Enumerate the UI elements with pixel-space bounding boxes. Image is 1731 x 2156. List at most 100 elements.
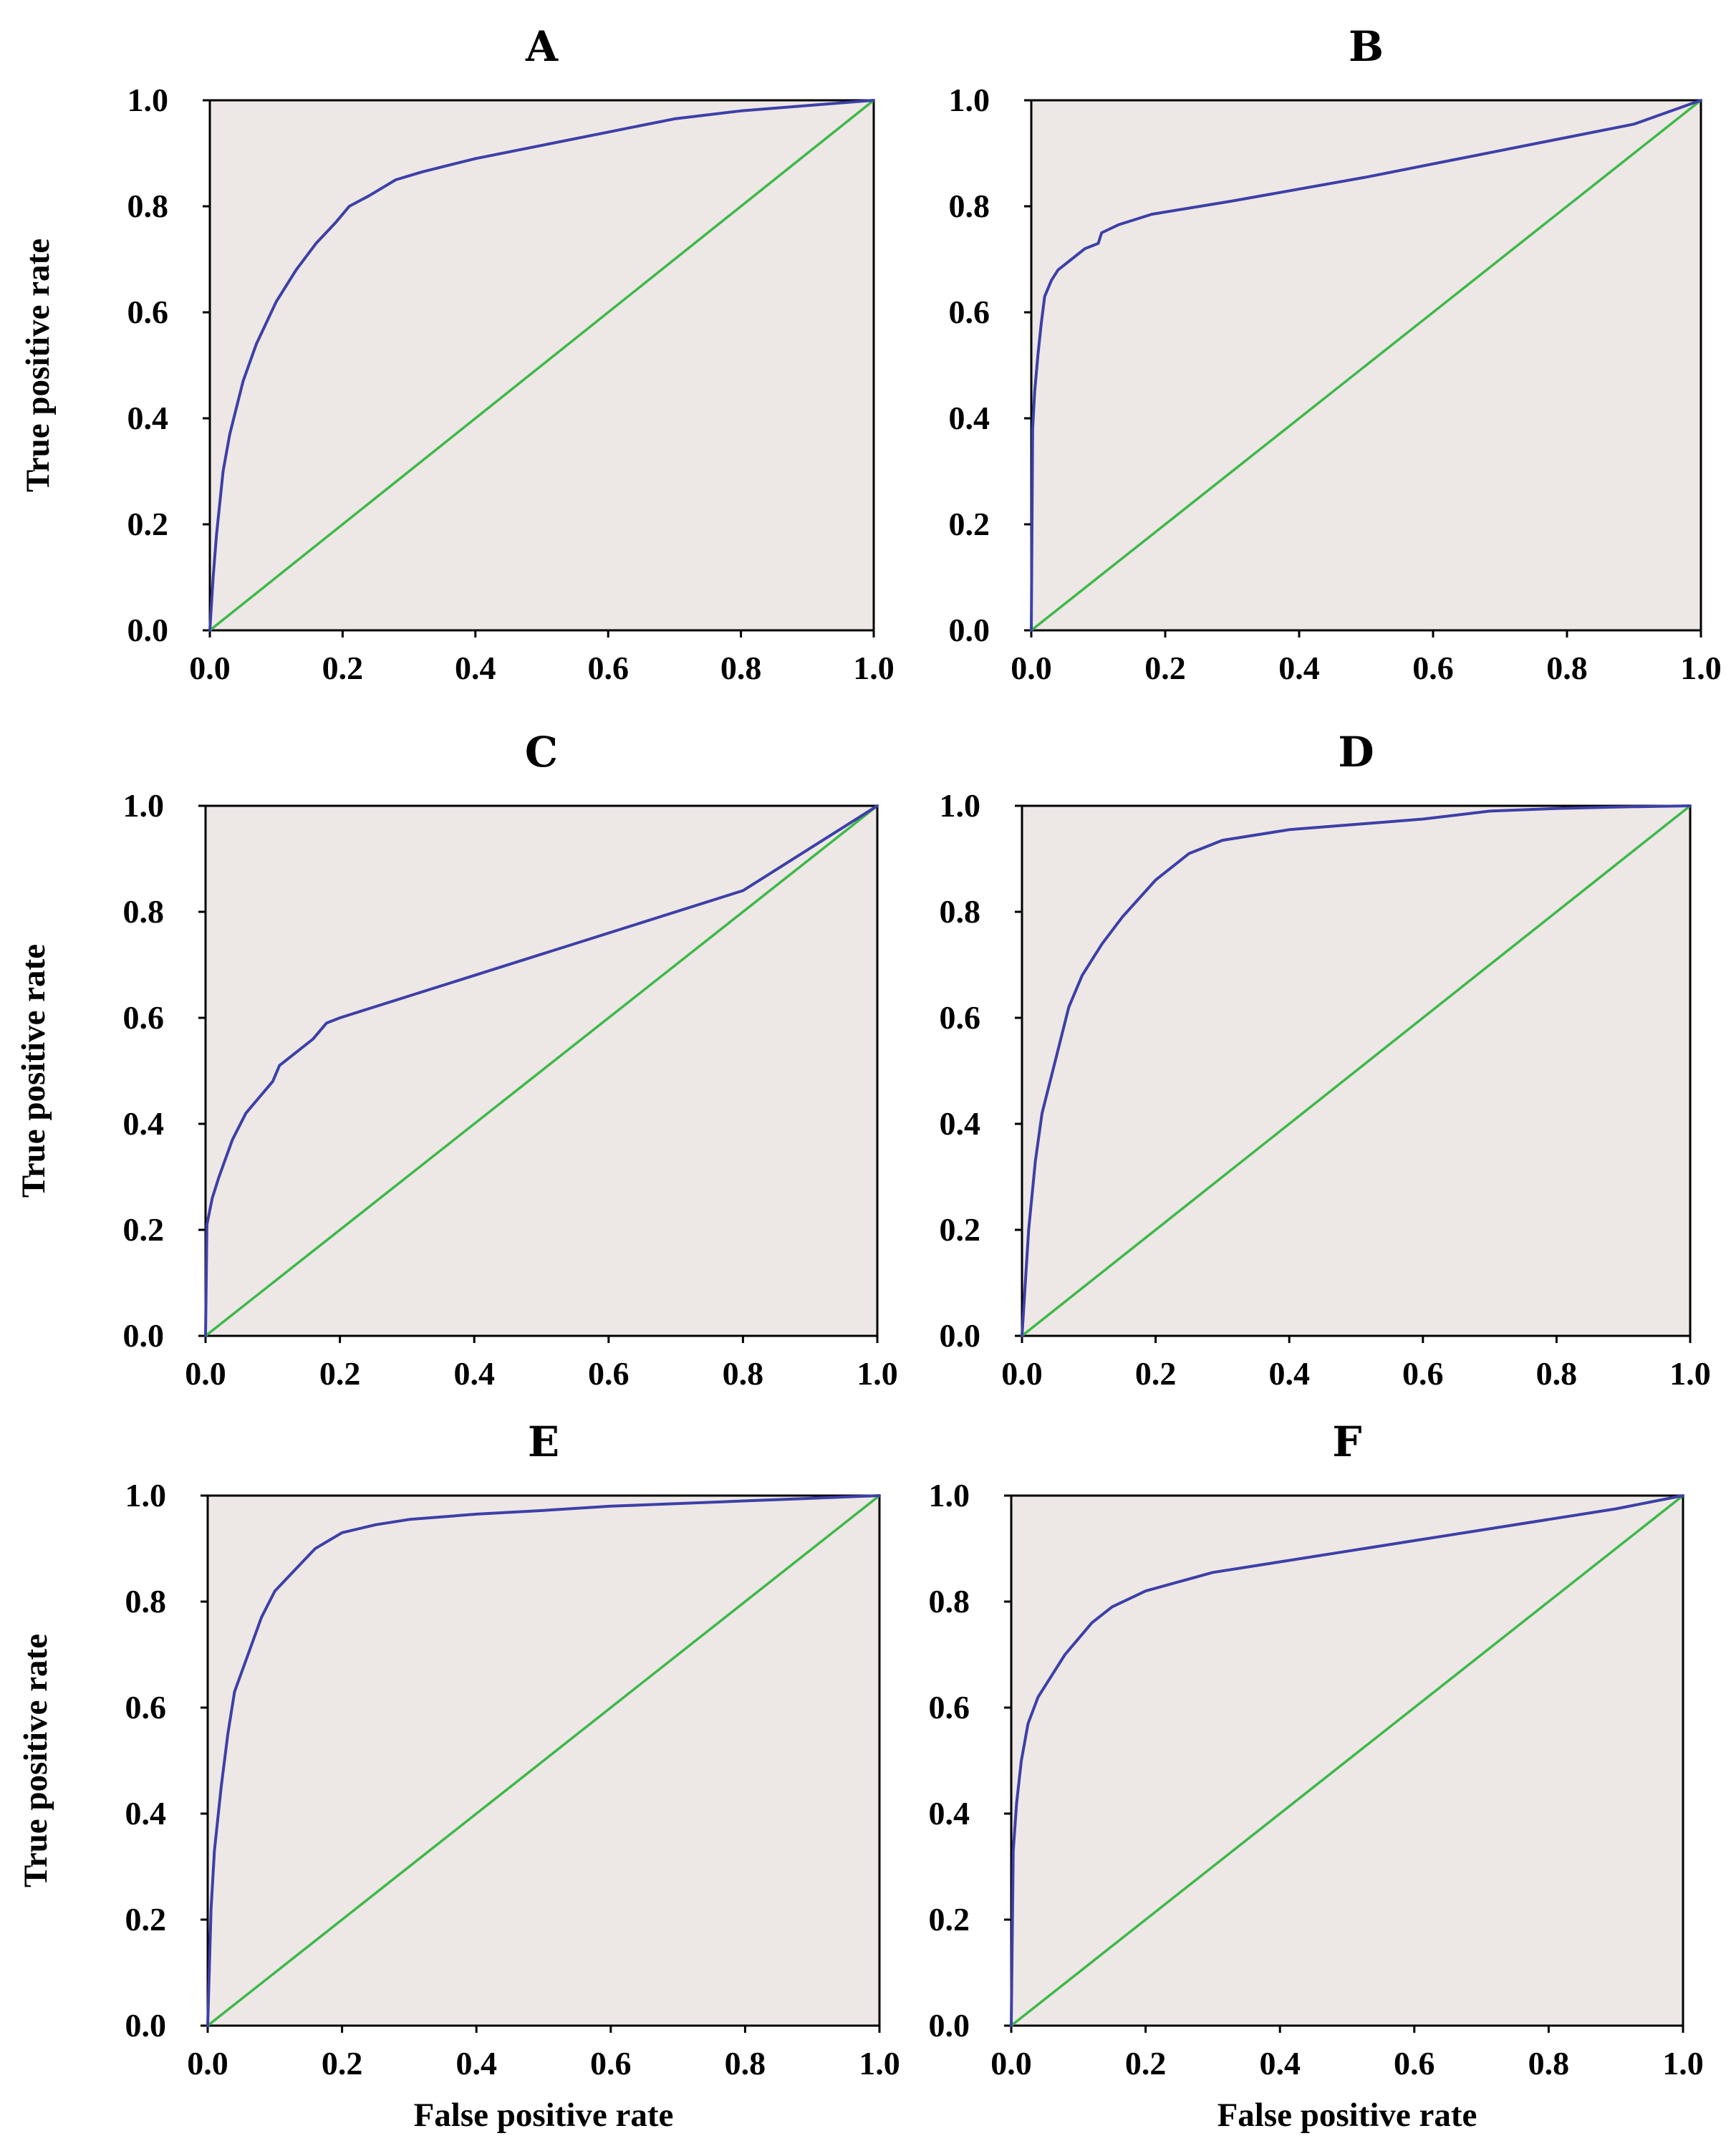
roc-curve-line	[204, 804, 879, 1337]
x-tick-label: 0.0	[1001, 1355, 1043, 1392]
panel-b: B 0.0 0.2 0.4 0.6 0.8 1.0 0.0 0.2 0.4 0.6 0.8 1.0	[949, 22, 1722, 686]
panel-title: C	[525, 728, 558, 776]
x-axis-label: False positive rate	[1218, 2097, 1477, 2134]
x-tick-label: 0.0	[185, 1355, 226, 1392]
y-tick-label: 0.2	[123, 1211, 165, 1248]
y-tick-label: 0.8	[127, 188, 169, 224]
roc-curve-line	[208, 99, 875, 632]
y-tick-label: 0.6	[123, 999, 165, 1036]
y-tick-label: 0.0	[127, 612, 169, 648]
panel-title: E	[528, 1418, 559, 1466]
panel-a: A 0.0 0.2 0.4 0.6 0.8 1.0 0.0 0.2 0.4 0.6 0.8 1.0 Tru…	[19, 22, 895, 686]
roc-curve-line	[1030, 99, 1702, 632]
y-tick-label: 0.4	[127, 400, 169, 436]
x-tick-label: 1.0	[859, 2045, 900, 2082]
panel-title: D	[1338, 728, 1374, 776]
x-tick-label: 0.4	[1278, 650, 1320, 686]
y-tick-label: 0.6	[125, 1689, 167, 1726]
panel-d: D 0.0 0.2 0.4 0.6 0.8 1.0 0.0 0.2 0.4 0.6 0.8 1.0	[940, 728, 1711, 1392]
y-tick-label: 1.0	[929, 1477, 970, 1513]
x-tick-label: 0.4	[453, 1355, 495, 1392]
x-tick-label: 0.0	[1011, 650, 1052, 686]
x-tick-label: 0.2	[1135, 1355, 1177, 1392]
x-tick-label: 0.2	[322, 650, 364, 686]
y-tick-label: 1.0	[949, 82, 990, 118]
y-tick-label: 1.0	[123, 787, 165, 824]
x-tick-label: 0.6	[588, 1355, 630, 1392]
y-tick-label: 0.2	[940, 1211, 981, 1248]
x-tick-label: 0.2	[319, 1355, 361, 1392]
x-tick-label: 0.8	[1536, 1355, 1578, 1392]
x-tick-label: 0.6	[590, 2045, 632, 2082]
x-tick-label: 0.8	[1528, 2045, 1570, 2082]
x-tick-label: 0.0	[189, 650, 231, 686]
x-tick-label: 0.8	[720, 650, 762, 686]
x-tick-label: 1.0	[1669, 1355, 1711, 1392]
y-tick-label: 0.0	[940, 1317, 981, 1354]
y-tick-label: 0.4	[940, 1105, 981, 1142]
x-tick-label: 0.4	[455, 2045, 497, 2082]
y-tick-label: 1.0	[940, 787, 981, 824]
y-tick-label: 0.8	[929, 1583, 970, 1620]
y-tick-label: 1.0	[127, 82, 169, 118]
x-tick-label: 0.2	[1144, 650, 1186, 686]
x-tick-label: 0.6	[1402, 1355, 1444, 1392]
y-tick-label: 0.8	[940, 893, 981, 930]
y-axis-label: True positive rate	[17, 1634, 54, 1887]
y-tick-label: 0.6	[127, 294, 169, 330]
y-tick-label: 1.0	[125, 1477, 167, 1513]
panel-f: F 0.0 0.2 0.4 0.6 0.8 1.0 0.0 0.2 0.4 0.6 0.8 1.0 Fal…	[929, 1418, 1704, 2134]
panel-title: F	[1332, 1418, 1361, 1466]
x-tick-label: 0.2	[1125, 2045, 1167, 2082]
y-tick-label: 0.8	[123, 893, 165, 930]
x-tick-label: 1.0	[853, 650, 895, 686]
x-tick-label: 1.0	[857, 1355, 898, 1392]
x-tick-label: 0.6	[1412, 650, 1454, 686]
x-tick-label: 0.4	[1268, 1355, 1310, 1392]
x-tick-label: 0.4	[1259, 2045, 1301, 2082]
reference-diagonal-line	[1030, 99, 1702, 632]
y-tick-label: 0.8	[125, 1583, 167, 1620]
y-axis-label: True positive rate	[19, 239, 57, 492]
y-tick-label: 0.0	[949, 612, 990, 648]
x-tick-label: 0.6	[587, 650, 629, 686]
y-axis-label: True positive rate	[15, 944, 52, 1198]
y-tick-label: 0.4	[929, 1795, 970, 1832]
reference-diagonal-line	[204, 804, 879, 1337]
y-tick-label: 0.4	[949, 400, 990, 436]
x-tick-label: 0.2	[322, 2045, 363, 2082]
y-tick-label: 0.2	[125, 1901, 167, 1938]
x-tick-label: 0.8	[1546, 650, 1588, 686]
panel-c: C 0.0 0.2 0.4 0.6 0.8 1.0 0.0 0.2 0.4 0.6 0.8 1.0 Tru…	[15, 728, 898, 1392]
panel-e: E 0.0 0.2 0.4 0.6 0.8 1.0 0.0 0.2 0.4 0.6 0.8 1.0 Tru…	[17, 1418, 900, 2134]
y-tick-label: 0.2	[127, 506, 169, 542]
reference-diagonal-line	[208, 99, 875, 632]
x-tick-label: 1.0	[1662, 2045, 1704, 2082]
y-tick-label: 0.4	[125, 1795, 167, 1832]
roc-curve-line	[1021, 804, 1692, 1337]
x-tick-label: 0.6	[1394, 2045, 1435, 2082]
y-tick-label: 0.0	[929, 2007, 970, 2044]
x-tick-label: 0.8	[725, 2045, 766, 2082]
x-tick-label: 0.0	[187, 2045, 228, 2082]
x-tick-label: 0.8	[723, 1355, 764, 1392]
reference-diagonal-line	[1010, 1494, 1684, 2027]
y-tick-label: 0.4	[123, 1105, 165, 1142]
x-axis-label: False positive rate	[414, 2097, 674, 2134]
reference-diagonal-line	[1021, 804, 1692, 1337]
x-tick-label: 0.4	[455, 650, 496, 686]
roc-curve-line	[206, 1494, 881, 2027]
y-tick-label: 0.8	[949, 188, 990, 224]
y-tick-label: 0.6	[940, 999, 981, 1036]
panel-title: A	[525, 22, 559, 71]
panel-title: B	[1349, 22, 1384, 71]
y-tick-label: 0.0	[125, 2007, 167, 2044]
y-tick-label: 0.6	[949, 294, 990, 330]
y-tick-label: 0.2	[929, 1901, 970, 1938]
y-tick-label: 0.0	[123, 1317, 165, 1354]
x-tick-label: 0.0	[990, 2045, 1032, 2082]
y-tick-label: 0.2	[949, 506, 990, 542]
x-tick-label: 1.0	[1680, 650, 1722, 686]
roc-curve-line	[1010, 1494, 1684, 2027]
